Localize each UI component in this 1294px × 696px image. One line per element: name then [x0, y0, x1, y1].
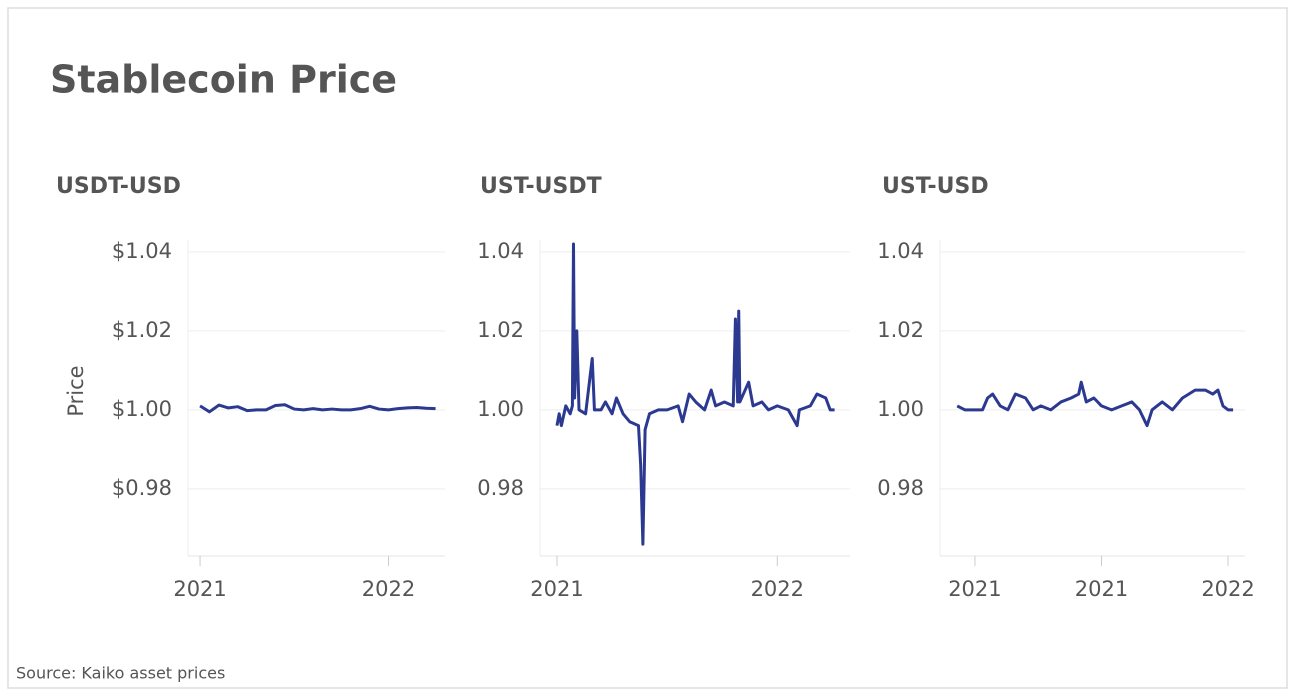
y-tick-label: 1.00 [477, 397, 524, 421]
x-tick-label: 2021 [530, 577, 583, 601]
x-tick-label: 2022 [751, 577, 804, 601]
y-axis-label: Price [64, 365, 88, 416]
price-line [555, 242, 835, 546]
y-tick-label: 0.98 [477, 476, 524, 500]
y-tick-label: $1.04 [112, 239, 172, 263]
x-tick-label: 2022 [362, 577, 415, 601]
panel-title: UST-USDT [480, 174, 602, 199]
y-tick-label: 1.02 [877, 318, 924, 342]
y-tick-label: 1.04 [477, 239, 524, 263]
frame [7, 7, 1288, 689]
x-tick-label: 2021 [948, 577, 1001, 601]
source-note: Source: Kaiko asset prices [16, 664, 225, 683]
panel-title: UST-USD [882, 174, 989, 199]
y-tick-label: 1.00 [877, 397, 924, 421]
y-tick-label: 0.98 [877, 476, 924, 500]
x-tick-label: 2022 [1201, 577, 1254, 601]
x-tick-label: 2021 [173, 577, 226, 601]
y-tick-label: 1.02 [477, 318, 524, 342]
price-line [956, 380, 1234, 428]
y-tick-label: $1.02 [112, 318, 172, 342]
chart-title: Stablecoin Price [50, 58, 397, 102]
price-line [199, 403, 436, 414]
x-tick-label: 2021 [1075, 577, 1128, 601]
y-tick-label: 1.04 [877, 239, 924, 263]
panel-title: USDT-USD [56, 174, 181, 199]
y-tick-label: $0.98 [112, 476, 172, 500]
y-tick-label: $1.00 [112, 397, 172, 421]
